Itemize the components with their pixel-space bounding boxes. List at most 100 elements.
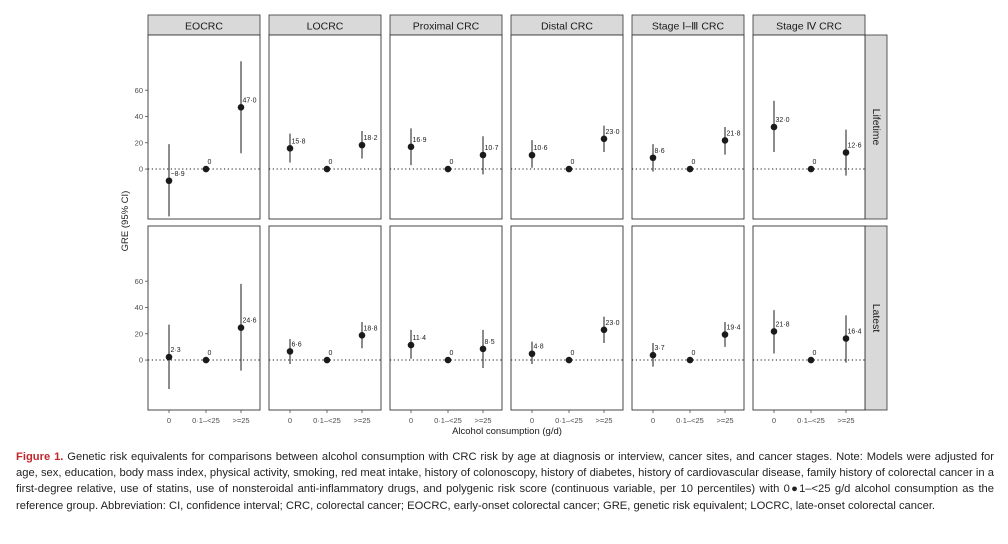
panel-1-3: 4·8 0 23·0 [510,225,624,411]
panel-0-3: 10·6 0 23·0 [510,34,624,220]
estimate-point [165,353,173,361]
panel-0-2: 16·9 0 10·7 [389,34,503,220]
estimate-point [358,141,366,149]
x-tick-label: 0 [772,416,776,425]
estimate-point [286,144,294,152]
estimate-point [528,350,536,358]
estimate-point [600,135,608,143]
column-strip-label: Proximal CRC [413,21,480,33]
estimate-label: 11·4 [413,335,427,342]
estimate-label: 18·8 [364,325,378,332]
x-tick-label: >=25 [837,416,854,425]
x-tick-label: 0·1–<25 [555,416,583,425]
estimate-label: 16·4 [848,329,862,336]
estimate-label: 4·8 [534,344,544,351]
x-axis-title: Alcohol consumption (g/d) [452,426,562,437]
estimate-label: 10·7 [485,145,499,152]
y-tick-label: 60 [135,86,143,95]
estimate-label: 47·0 [243,97,257,104]
x-tick-label: 0·1–<25 [797,416,825,425]
estimate-label: 3·7 [655,345,665,352]
facet-strips: EOCRC LOCRC Proximal CRC Distal CRC Stage Ⅰ–… [147,14,888,411]
y-tick-label: 20 [135,329,143,338]
estimate-point [444,165,452,173]
estimate-label: 0 [450,350,454,357]
estimate-label: 12·6 [848,142,862,149]
estimate-label: 8·5 [485,339,495,346]
panel-1-2: 11·4 0 8·5 [389,225,503,411]
estimate-label: 15·8 [292,138,306,145]
estimate-label: 21·8 [776,321,790,328]
estimate-point [770,328,778,335]
estimate-point [721,137,729,144]
estimate-label: 0 [208,350,212,357]
estimate-point [842,335,850,342]
panel-border [752,225,866,411]
y-tick-label: 60 [135,277,143,286]
x-tick-label: 0 [288,416,292,425]
estimate-point [686,165,694,173]
figure-caption: Figure 1. Genetic risk equivalents for c… [16,449,994,514]
estimate-label: −8·9 [171,171,185,178]
estimate-point [479,151,487,159]
estimate-label: 18·2 [364,135,378,142]
caption-lead: Figure 1. [16,451,64,463]
estimate-label: 2·3 [171,347,181,354]
panel-border [268,34,382,220]
estimate-label: 19·4 [727,325,741,332]
row-strip-label: Latest [870,304,882,333]
x-tick-label: >=25 [474,416,491,425]
estimate-point [565,165,573,173]
panel-0-5: 32·0 0 12·6 [752,34,866,220]
panel-border [147,34,261,220]
estimate-label: 0 [329,159,333,166]
panel-0-0: −8·9 0 47·0 [147,34,261,220]
panel-1-5: 21·8 0 16·4 [752,225,866,411]
column-strip-label: Distal CRC [541,21,593,33]
x-tick-label: 0 [651,416,655,425]
panel-1-4: 3·7 0 19·4 [631,225,745,411]
y-tick-label: 40 [135,303,143,312]
estimate-point [323,356,331,364]
estimate-point [565,356,573,364]
estimate-point [358,332,366,339]
x-tick-label: 0·1–<25 [676,416,704,425]
row-strip-label: Lifetime [870,109,882,146]
estimate-point [649,351,657,359]
estimate-point [721,331,729,338]
x-tick-label: 0·1–<25 [313,416,341,425]
estimate-label: 16·9 [413,137,427,144]
panel-border [268,225,382,411]
estimate-label: 0 [813,350,817,357]
y-axis-title: GRE (95% CI) [120,191,131,252]
facet-panels: −8·9 0 47·0 15·8 0 18·2 16·9 0 10·7 10·6 0 23·0 8·6 0… [147,34,866,411]
estimate-point [202,165,210,173]
estimate-point [600,326,608,334]
estimate-point [407,143,415,151]
estimate-label: 8·6 [655,148,665,155]
estimate-label: 0 [571,159,575,166]
estimate-label: 0 [692,350,696,357]
estimate-label: 0 [692,159,696,166]
panel-border [631,34,745,220]
x-tick-label: >=25 [353,416,370,425]
panel-1-0: 2·3 0 24·6 [147,225,261,411]
panel-border [389,34,503,220]
estimate-label: 10·6 [534,145,548,152]
axes: 0 20 40 60 0 20 40 60 0 0·1–<25 >=25 0 0·1–<25 >=25 0 0… [135,86,855,425]
estimate-point [479,345,487,353]
estimate-label: 0 [813,159,817,166]
estimate-point [649,154,657,162]
panel-border [752,34,866,220]
estimate-point [323,165,331,173]
estimate-label: 32·0 [776,117,790,124]
estimate-point [444,356,452,364]
estimate-label: 23·0 [606,320,620,327]
panel-0-1: 15·8 0 18·2 [268,34,382,220]
panel-border [510,225,624,411]
panel-border [510,34,624,220]
x-tick-label: >=25 [232,416,249,425]
estimate-point [237,324,245,332]
estimate-point [286,348,294,355]
y-tick-label: 0 [139,165,143,174]
